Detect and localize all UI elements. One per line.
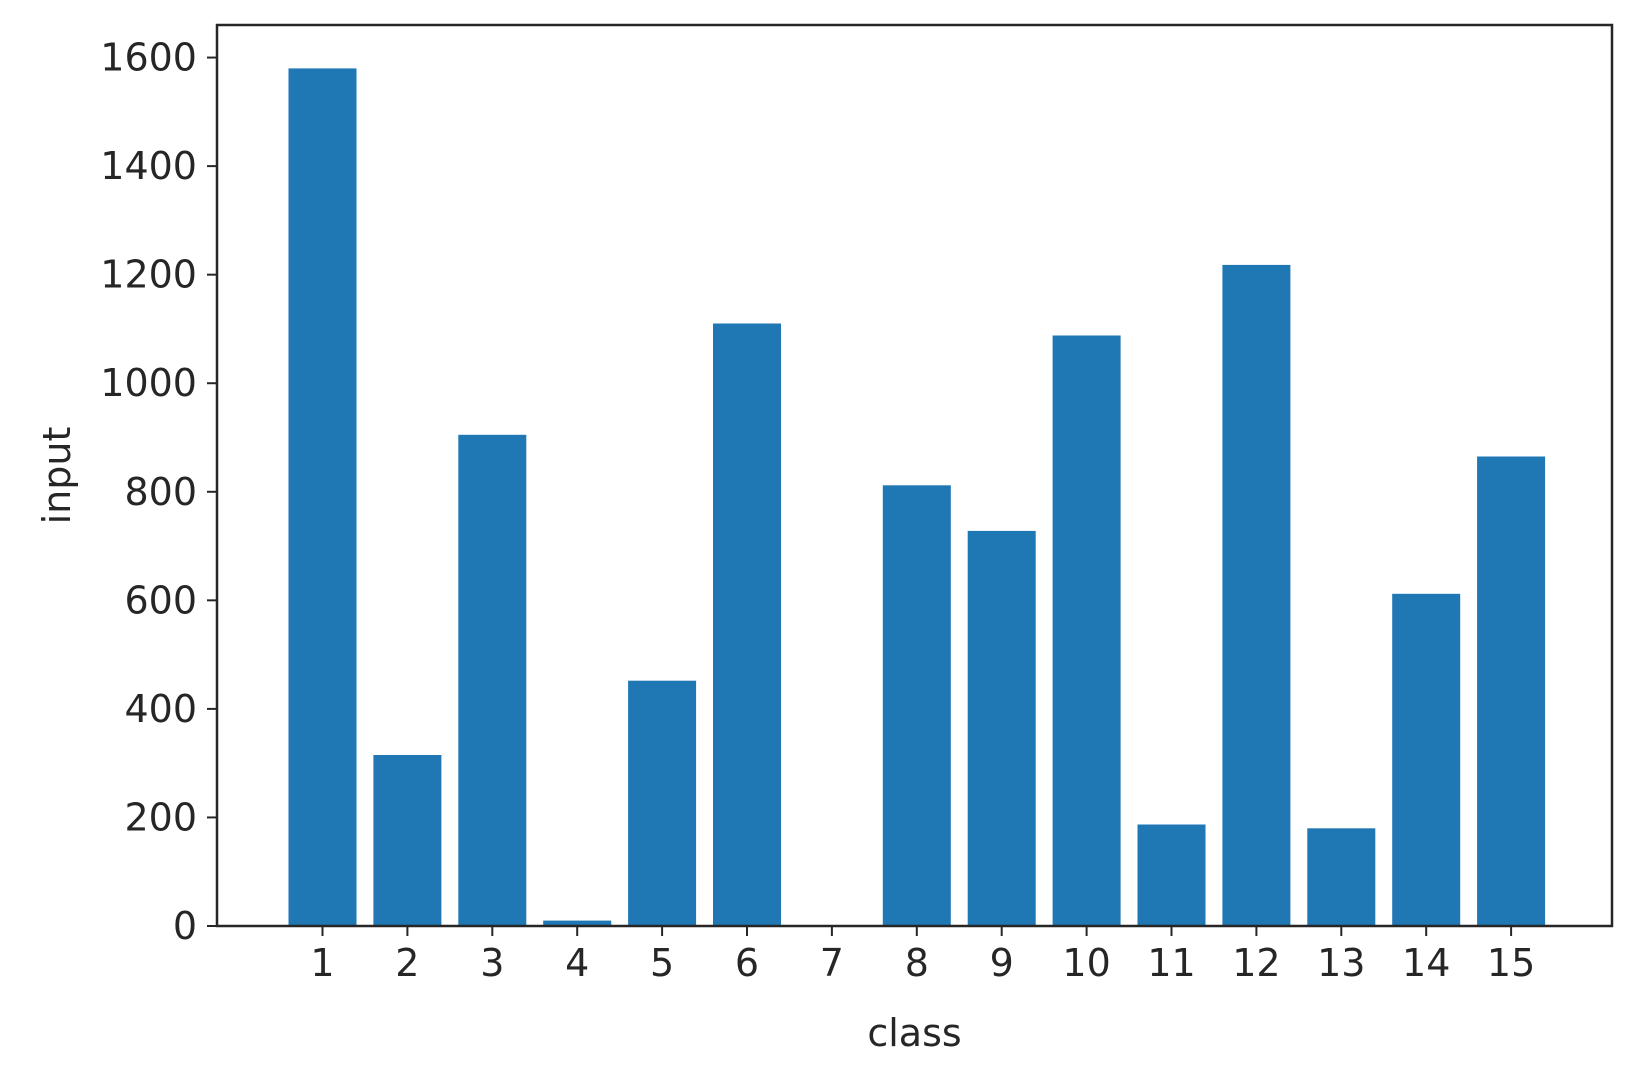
x-axis-label: class	[867, 1011, 961, 1055]
x-tick-label: 1	[310, 941, 334, 985]
x-tick-label: 4	[565, 941, 589, 985]
plot-frame	[215, 23, 1614, 928]
x-tick-label: 10	[1062, 941, 1110, 985]
x-tick-label: 13	[1317, 941, 1365, 985]
y-tick-label: 400	[124, 687, 197, 731]
bar-12	[1222, 264, 1291, 926]
bar-5	[628, 680, 697, 926]
bar-3	[458, 434, 527, 926]
x-tick-label: 2	[395, 941, 419, 985]
bar-6	[713, 323, 781, 926]
x-tick-label: 5	[650, 941, 674, 985]
bars-group	[288, 68, 1546, 926]
bar-2	[373, 755, 442, 926]
y-tick-label: 1400	[100, 144, 197, 188]
bar-11	[1137, 824, 1206, 926]
y-tick-label: 1600	[100, 36, 197, 80]
y-tick-label: 1000	[100, 361, 197, 405]
bar-13	[1307, 828, 1376, 926]
x-tick-label: 15	[1487, 941, 1535, 985]
x-tick-label: 12	[1232, 941, 1280, 985]
x-tick-label: 8	[905, 941, 929, 985]
x-tick-label: 11	[1147, 941, 1195, 985]
y-tick-label: 800	[124, 470, 197, 514]
x-tick-label: 14	[1402, 941, 1450, 985]
x-tick-label: 6	[735, 941, 759, 985]
bar-10	[1052, 335, 1121, 926]
y-tick-label: 600	[124, 578, 197, 622]
y-axis-label: input	[35, 427, 79, 525]
bar-14	[1392, 593, 1461, 926]
x-tick-label: 7	[820, 941, 844, 985]
y-tick-label: 0	[173, 904, 197, 948]
x-tick-label: 9	[990, 941, 1014, 985]
bar-8	[882, 485, 951, 926]
bar-15	[1477, 456, 1546, 926]
bar-9	[967, 530, 1036, 926]
y-ticks-group: 0 200 400 600 800 1000 1200 1400 1600	[100, 36, 217, 948]
bar-1	[288, 68, 357, 926]
y-tick-label: 1200	[100, 253, 197, 297]
x-tick-label: 3	[480, 941, 504, 985]
bar-4	[543, 920, 612, 926]
x-ticks-group: 1 2 3 4 5 6 7 8 9 10 11 12 13 14 15	[310, 926, 1535, 985]
y-tick-label: 200	[124, 795, 197, 839]
